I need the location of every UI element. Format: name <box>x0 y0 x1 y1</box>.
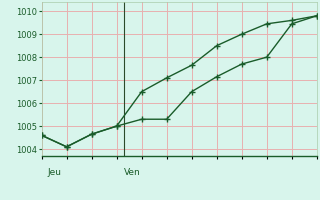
Text: Ven: Ven <box>124 168 141 177</box>
Text: Jeu: Jeu <box>47 168 61 177</box>
